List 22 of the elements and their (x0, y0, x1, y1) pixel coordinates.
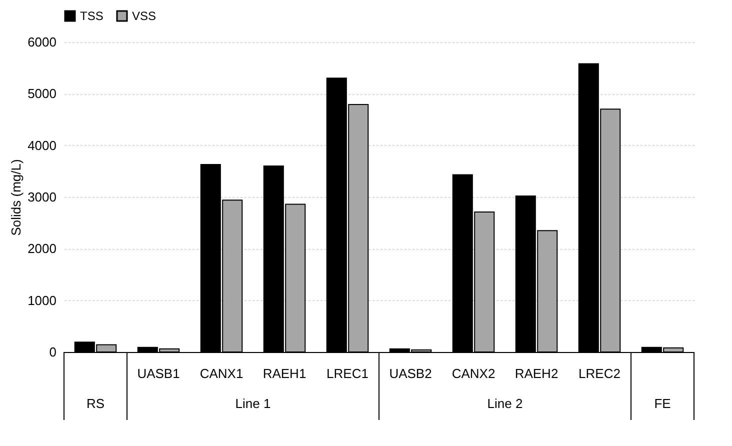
text: FE (654, 396, 672, 411)
text: Line 1 (235, 396, 271, 411)
y-tick-label: 6000 (28, 34, 56, 50)
text: Line 2 (487, 396, 523, 411)
y-tick-label: 1000 (28, 292, 56, 308)
y-tick-label: 2000 (28, 241, 56, 256)
legend-label: VSS (132, 9, 156, 23)
x-tick-label: CANX1 (200, 366, 244, 381)
y-tick-label: 0 (49, 344, 56, 360)
y-tick-label: 3000 (28, 190, 56, 204)
x-tick-label: CANX2 (452, 366, 496, 381)
x-tick-label: UASB1 (137, 366, 180, 381)
x-tick-label: LREC1 (326, 366, 368, 381)
x-tick-label: RAEH2 (514, 366, 558, 381)
text: RS (86, 396, 105, 411)
y-tick-label: 5000 (28, 86, 56, 102)
y-tick-label: 4000 (28, 138, 56, 153)
legend-label: TSS (80, 9, 104, 23)
y-axis-title: Solids (mg/L) (8, 159, 24, 236)
x-tick-label: UASB2 (389, 366, 432, 381)
x-tick-label: RAEH1 (262, 366, 306, 381)
x-tick-label: LREC2 (578, 366, 620, 381)
